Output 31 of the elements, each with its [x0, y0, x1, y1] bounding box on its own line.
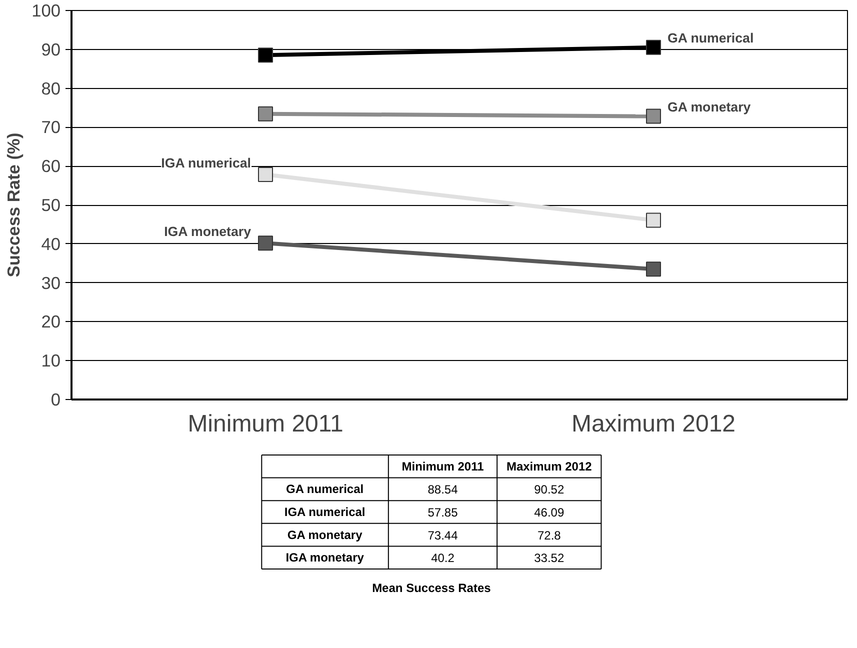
y-tick-label: 80	[41, 78, 61, 98]
y-tick-label: 0	[50, 390, 61, 410]
y-tick-label: 20	[41, 312, 61, 332]
y-tick-label: 30	[41, 272, 61, 293]
text: Mean Success Rates	[372, 581, 492, 595]
series-label: GA numerical	[668, 30, 754, 46]
text: GA monetary	[287, 528, 362, 542]
data-label: 46.09	[534, 506, 564, 520]
category-label: Maximum 2012	[506, 459, 592, 474]
data-label: 90.52	[534, 482, 564, 497]
text: IGA monetary	[286, 550, 364, 565]
y-tick-label: 10	[41, 350, 61, 371]
y-axis-title: Success Rate (%)	[4, 132, 24, 278]
text: IGA numerical	[284, 505, 366, 519]
series-label: IGA numerical	[161, 155, 252, 170]
data-label: 72.8	[537, 528, 562, 542]
data-label: 73.44	[428, 528, 458, 542]
y-tick-label: 70	[41, 117, 61, 138]
text: GA numerical	[286, 482, 364, 496]
y-tick-label: 100	[32, 0, 61, 20]
data-label: 40.2	[431, 551, 455, 566]
y-tick-label: 90	[41, 39, 61, 60]
category-label: Minimum 2011	[402, 459, 484, 474]
y-tick-label: 50	[41, 195, 61, 215]
data-label: 57.85	[428, 506, 458, 520]
series-label: GA monetary	[668, 99, 752, 114]
y-tick-label: 40	[41, 234, 61, 254]
data-label: 88.54	[428, 482, 458, 497]
series-label: IGA monetary	[164, 224, 252, 240]
data-label: 33.52	[534, 551, 564, 566]
y-tick-label: 60	[41, 156, 61, 176]
